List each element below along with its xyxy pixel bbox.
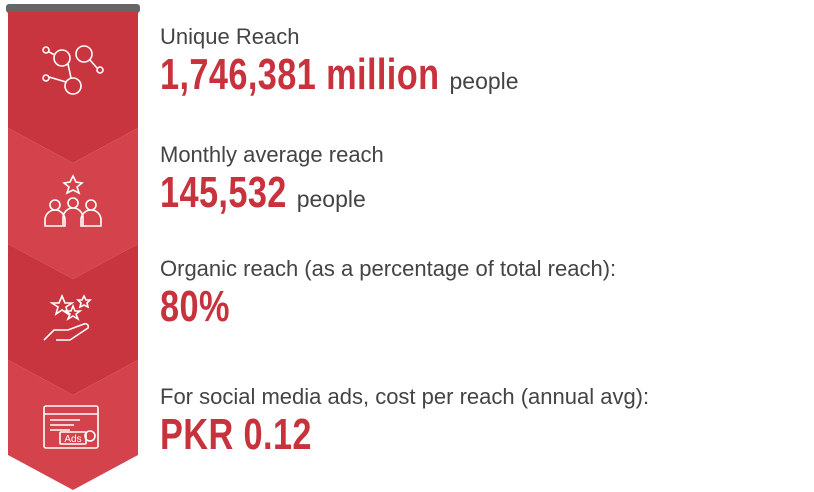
stat-unit: people (296, 186, 366, 212)
stat-row: 145,532 people (160, 168, 384, 218)
segment (8, 12, 138, 163)
icon-ads-text: Ads (64, 434, 81, 445)
stat-item: Monthly average reach 145,532 people (160, 142, 384, 218)
stat-row: 1,746,381 million people (160, 50, 519, 100)
icon-ads: Ads (43, 405, 99, 449)
stat-label: Monthly average reach (160, 142, 384, 167)
stat-row: 80% (160, 282, 616, 332)
top-bar (6, 4, 140, 13)
stat-value: PKR 0.12 (160, 410, 312, 459)
ribbon: Ads (6, 4, 140, 490)
stat-item: For social media ads, cost per reach (an… (160, 384, 649, 460)
stat-item: Organic reach (as a percentage of total … (160, 256, 616, 332)
icon-group (44, 174, 102, 227)
stat-row: PKR 0.12 (160, 410, 649, 460)
stat-label: Unique Reach (160, 24, 300, 49)
stat-value: 1,746,381 million (160, 50, 440, 99)
stat-item: Unique Reach 1,746,381 million people (160, 24, 519, 100)
stat-value: 145,532 (160, 168, 287, 217)
segment (8, 244, 138, 395)
stat-label: Organic reach (as a percentage of total … (160, 256, 617, 281)
icon-hand-stars (43, 293, 92, 341)
stat-label: For social media ads, cost per reach (an… (160, 384, 650, 409)
segment (8, 128, 138, 279)
stat-value: 80% (160, 282, 230, 331)
icon-network (42, 45, 104, 95)
stat-unit: people (449, 68, 519, 94)
